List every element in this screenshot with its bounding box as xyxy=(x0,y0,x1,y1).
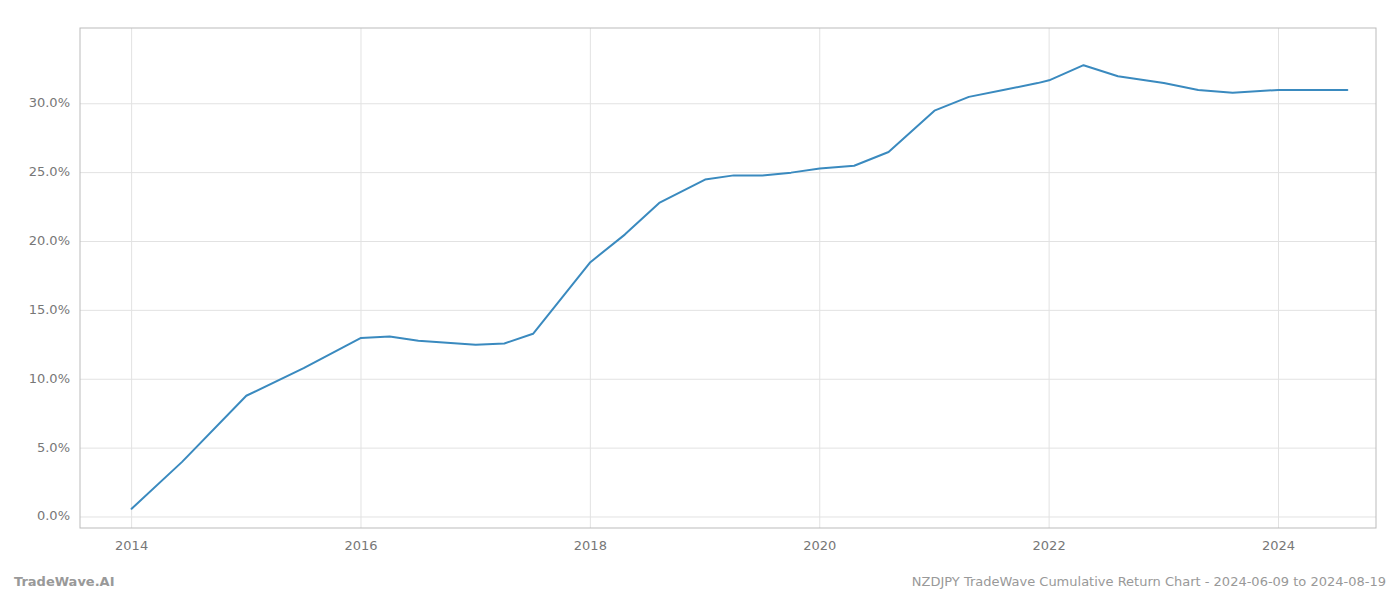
plot-frame xyxy=(80,28,1376,528)
x-grid-line xyxy=(1049,28,1050,528)
y-grid-line xyxy=(80,172,1376,173)
y-tick-label: 0.0% xyxy=(37,508,70,523)
chart: 0.0% 5.0% 10.0% 15.0% 20.0% 25.0% 30.0% 2014 201… xyxy=(0,0,1400,600)
y-grid-line xyxy=(80,241,1376,242)
x-tick-label: 2016 xyxy=(344,538,377,553)
x-tick-label: 2024 xyxy=(1262,538,1295,553)
x-tick-label: 2018 xyxy=(574,538,607,553)
y-grid-line xyxy=(80,379,1376,380)
annotation: NZDJPY TradeWave Cumulative Return Chart… xyxy=(912,574,1386,589)
x-grid-line xyxy=(819,28,820,528)
y-grid-line xyxy=(80,103,1376,104)
y-grid-line xyxy=(80,448,1376,449)
y-tick-label: 25.0% xyxy=(29,164,70,179)
data-area xyxy=(132,65,1348,509)
y-tick-label: 30.0% xyxy=(29,95,70,110)
y-grid-line xyxy=(80,516,1376,517)
y-tick-label: 5.0% xyxy=(37,440,70,455)
x-tick-label: 2014 xyxy=(115,538,148,553)
y-tick-label: 20.0% xyxy=(29,233,70,248)
annotation: TradeWave.AI xyxy=(14,574,115,589)
y-tick-label: 15.0% xyxy=(29,302,70,317)
x-grid-line xyxy=(1278,28,1279,528)
grid xyxy=(80,28,1376,528)
y-tick-label: 10.0% xyxy=(29,371,70,386)
y-grid-line xyxy=(80,310,1376,311)
axes: 0.0% 5.0% 10.0% 15.0% 20.0% 25.0% 30.0% 2014 201… xyxy=(29,28,1376,553)
x-tick-label: 2022 xyxy=(1033,538,1066,553)
annotations: TradeWave.AI NZDJPY TradeWave Cumulative … xyxy=(14,574,1386,589)
x-grid-line xyxy=(360,28,361,528)
line xyxy=(132,65,1348,509)
x-grid-line xyxy=(131,28,132,528)
x-grid-line xyxy=(590,28,591,528)
x-tick-label: 2020 xyxy=(803,538,836,553)
